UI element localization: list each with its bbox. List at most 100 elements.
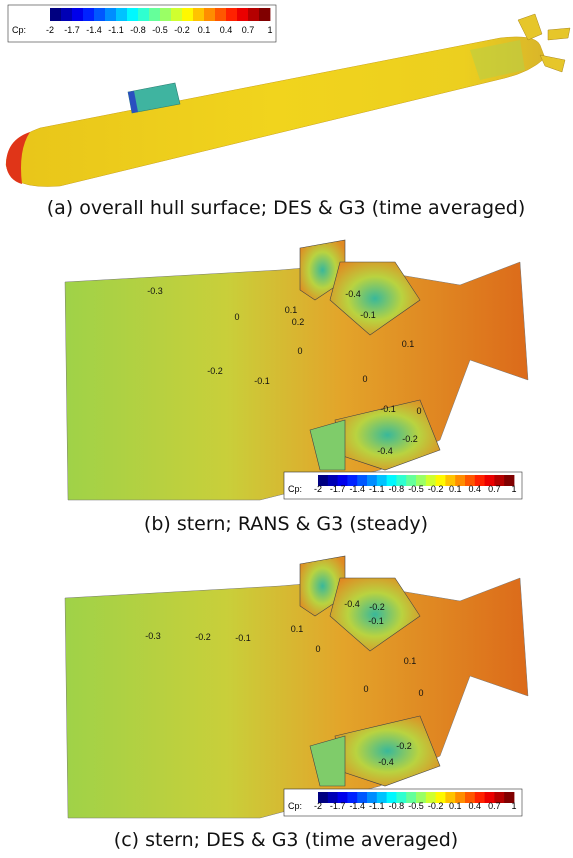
caption: (b) stern; RANS & G3 (steady): [144, 513, 428, 535]
colorbar-tick-label: -0.8: [130, 25, 146, 35]
contour-label: 0.1: [291, 624, 304, 634]
colorbar-segment: [94, 8, 106, 21]
colorbar-segment: [416, 792, 427, 803]
colorbar-segment: [416, 475, 427, 486]
colorbar-segment: [445, 475, 456, 486]
colorbar-tick-label: -0.5: [408, 801, 424, 811]
contour-label: -0.1: [380, 404, 396, 414]
contour-label: 0: [297, 346, 302, 356]
colorbar-tick-label: -0.5: [152, 25, 168, 35]
colorbar-segment: [50, 8, 62, 21]
colorbar-tick-label: 1: [511, 484, 516, 494]
hull-a: [5, 13, 571, 187]
colorbar-segment: [435, 792, 446, 803]
contour-label: -0.1: [254, 376, 270, 386]
colorbar-segment: [386, 475, 397, 486]
colorbar-segment: [484, 792, 495, 803]
colorbar-segment: [425, 475, 436, 486]
colorbar-tick-label: 0.4: [469, 484, 482, 494]
colorbar-tick-label: 0.1: [198, 25, 211, 35]
colorbar-tick-label: 0.1: [449, 801, 462, 811]
colorbar-segment: [248, 8, 260, 21]
colorbar-segment: [367, 475, 378, 486]
colorbar-segment: [376, 792, 387, 803]
contour-label: -0.4: [344, 599, 360, 609]
colorbar-segment: [259, 8, 271, 21]
colorbar-tick-label: 1: [511, 801, 516, 811]
colorbar-tick-label: -0.2: [174, 25, 190, 35]
colorbar-segment: [406, 792, 417, 803]
colorbar-segment: [237, 8, 249, 21]
caption: (a) overall hull surface; DES & G3 (time…: [47, 197, 526, 219]
colorbar-segment: [72, 8, 84, 21]
colorbar-tick-label: -0.2: [428, 801, 444, 811]
contour-label: -0.2: [195, 632, 211, 642]
colorbar-tick-label: 0.7: [242, 25, 255, 35]
colorbar-tick-label: -1.7: [330, 801, 346, 811]
colorbar-segment: [455, 475, 466, 486]
colorbar-tick-label: -2: [314, 484, 322, 494]
colorbar-segment: [474, 792, 485, 803]
colorbar-segment: [204, 8, 216, 21]
colorbar-segment: [215, 8, 227, 21]
colorbar-segment: [347, 792, 358, 803]
stern-b: [64, 239, 529, 501]
colorbar-segment: [83, 8, 95, 21]
colorbar-segment: [105, 8, 117, 21]
colorbar-tick-label: -1.7: [64, 25, 80, 35]
contour-label: 0: [363, 684, 368, 694]
colorbar-segment: [127, 8, 139, 21]
contour-label: -0.2: [402, 434, 418, 444]
colorbar-segment: [193, 8, 205, 21]
colorbar-segment: [406, 475, 417, 486]
colorbar-tick-label: -0.8: [389, 484, 405, 494]
colorbar-tick-label: -2: [46, 25, 54, 35]
colorbar-tick-label: -0.2: [428, 484, 444, 494]
colorbar-tick-label: -1.1: [108, 25, 124, 35]
colorbar-segment: [327, 792, 338, 803]
colorbar-segment: [465, 475, 476, 486]
contour-label: -0.3: [147, 286, 163, 296]
contour-label: -0.1: [360, 310, 376, 320]
contour-label: 0: [362, 374, 367, 384]
colorbar-segment: [367, 792, 378, 803]
contour-label: -0.1: [368, 616, 384, 626]
colorbar-segment: [504, 792, 515, 803]
colorbar-tick-label: 0.7: [488, 484, 501, 494]
colorbar-segment: [318, 792, 329, 803]
colorbar-segment: [386, 792, 397, 803]
colorbar-segment: [494, 475, 505, 486]
contour-label: 0: [416, 406, 421, 416]
colorbar-segment: [116, 8, 128, 21]
colorbar-segment: [425, 792, 436, 803]
contour-label: 0: [418, 688, 423, 698]
contour-label: -0.2: [396, 741, 412, 751]
colorbar-segment: [494, 792, 505, 803]
colorbar-segment: [138, 8, 150, 21]
colorbar-segment: [504, 475, 515, 486]
contour-label: -0.4: [378, 757, 394, 767]
colorbar-segment: [396, 475, 407, 486]
colorbar-tick-label: 0.4: [220, 25, 233, 35]
colorbar-tick-label: -0.8: [389, 801, 405, 811]
colorbar-segment: [376, 475, 387, 486]
colorbar-segment: [445, 792, 456, 803]
colorbar-segment: [226, 8, 238, 21]
contour-label: 0: [315, 644, 320, 654]
colorbar-segment: [357, 792, 368, 803]
colorbar-segment: [465, 792, 476, 803]
colorbar-segment: [149, 8, 161, 21]
colorbar-segment: [61, 8, 73, 21]
contour-label: 0: [234, 312, 239, 322]
contour-label: -0.2: [207, 366, 223, 376]
colorbar-label: Cp:: [288, 801, 302, 811]
colorbar-segment: [171, 8, 183, 21]
colorbar-segment: [337, 792, 348, 803]
colorbar-segment: [160, 8, 172, 21]
contour-label: -0.3: [145, 631, 161, 641]
contour-label: -0.1: [235, 633, 251, 643]
colorbar-tick-label: -2: [314, 801, 322, 811]
caption: (c) stern; DES & G3 (time averaged): [114, 829, 458, 851]
